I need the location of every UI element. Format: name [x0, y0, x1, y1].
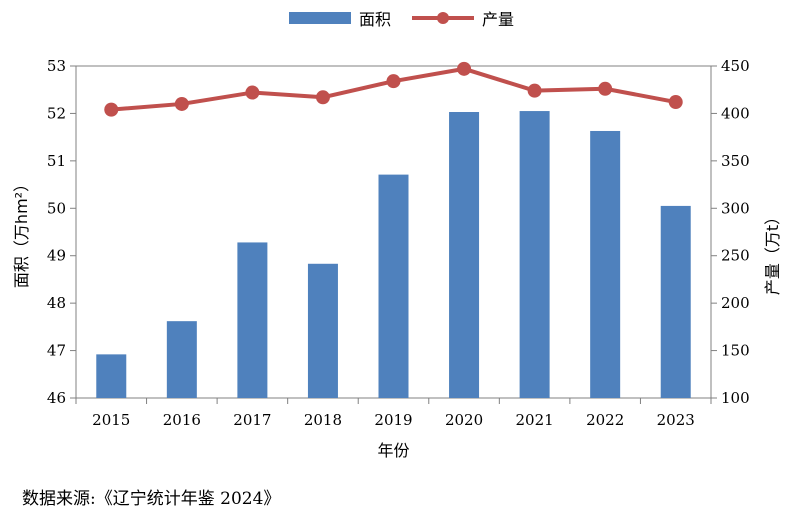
y-left-tick-label: 48 [47, 294, 66, 312]
legend-swatch-bar [289, 12, 351, 24]
y-left-tick-label: 52 [47, 104, 66, 122]
legend-swatch-line [412, 12, 474, 24]
bar-area-2019 [378, 174, 409, 398]
y-right-tick-label: 250 [721, 247, 750, 265]
bar-area-2017 [237, 242, 268, 398]
legend: 面积 产量 [0, 4, 792, 32]
point-output-2021 [527, 83, 542, 98]
combo-chart: 46 47 48 49 50 51 52 53 100 150 200 250 300 350 400 450… [12, 57, 782, 460]
legend-label-output: 产量 [482, 10, 515, 29]
bar-area-2023 [660, 205, 691, 398]
y-right-tick-label: 300 [721, 199, 750, 217]
x-tick-label: 2021 [516, 411, 554, 429]
point-output-2016 [174, 96, 189, 111]
y-left-tick-label: 53 [47, 57, 66, 75]
bar-area-2022 [590, 130, 621, 398]
y-right-tick-label: 450 [721, 57, 750, 75]
y-right-tick-label: 200 [721, 294, 750, 312]
legend-label-area: 面积 [359, 10, 392, 29]
y-right-tick-label: 350 [721, 152, 750, 170]
x-axis-title: 年份 [377, 441, 409, 460]
y-right-tick-label: 400 [721, 104, 750, 122]
x-tick-label: 2020 [445, 411, 483, 429]
y-left-tick-label: 46 [47, 389, 66, 407]
y-left-tick-label: 51 [47, 152, 66, 170]
point-output-2019 [386, 74, 401, 89]
y-left-tick-label: 47 [47, 342, 66, 360]
y-right-tick-label: 100 [721, 389, 750, 407]
point-output-2020 [457, 61, 472, 76]
bar-area-2020 [449, 112, 480, 399]
bar-area-2018 [307, 263, 338, 398]
source-note: 数据来源:《辽宁统计年鉴 2024》 [22, 489, 281, 509]
x-tick-label: 2023 [657, 411, 695, 429]
bar-area-2015 [96, 354, 127, 398]
y-left-tick-label: 49 [47, 247, 66, 265]
y-left-tick-label: 50 [47, 199, 66, 217]
point-output-2018 [315, 90, 330, 105]
point-output-2022 [598, 81, 613, 96]
x-tick-label: 2018 [304, 411, 342, 429]
legend-item-area: 面积 [289, 4, 391, 32]
x-tick-label: 2016 [163, 411, 201, 429]
point-output-2015 [104, 102, 119, 117]
y-left-axis-title: 面积（万hm²） [12, 176, 31, 288]
point-output-2023 [668, 95, 683, 110]
point-output-2017 [245, 85, 260, 100]
bar-area-2021 [519, 111, 550, 399]
x-tick-label: 2019 [374, 411, 412, 429]
y-right-tick-label: 150 [721, 342, 750, 360]
x-tick-label: 2017 [233, 411, 271, 429]
x-tick-label: 2022 [586, 411, 624, 429]
y-right-axis-title: 产量（万t） [763, 209, 782, 295]
bar-area-2016 [166, 321, 197, 398]
legend-item-output: 产量 [412, 4, 514, 32]
x-tick-label: 2015 [92, 411, 130, 429]
